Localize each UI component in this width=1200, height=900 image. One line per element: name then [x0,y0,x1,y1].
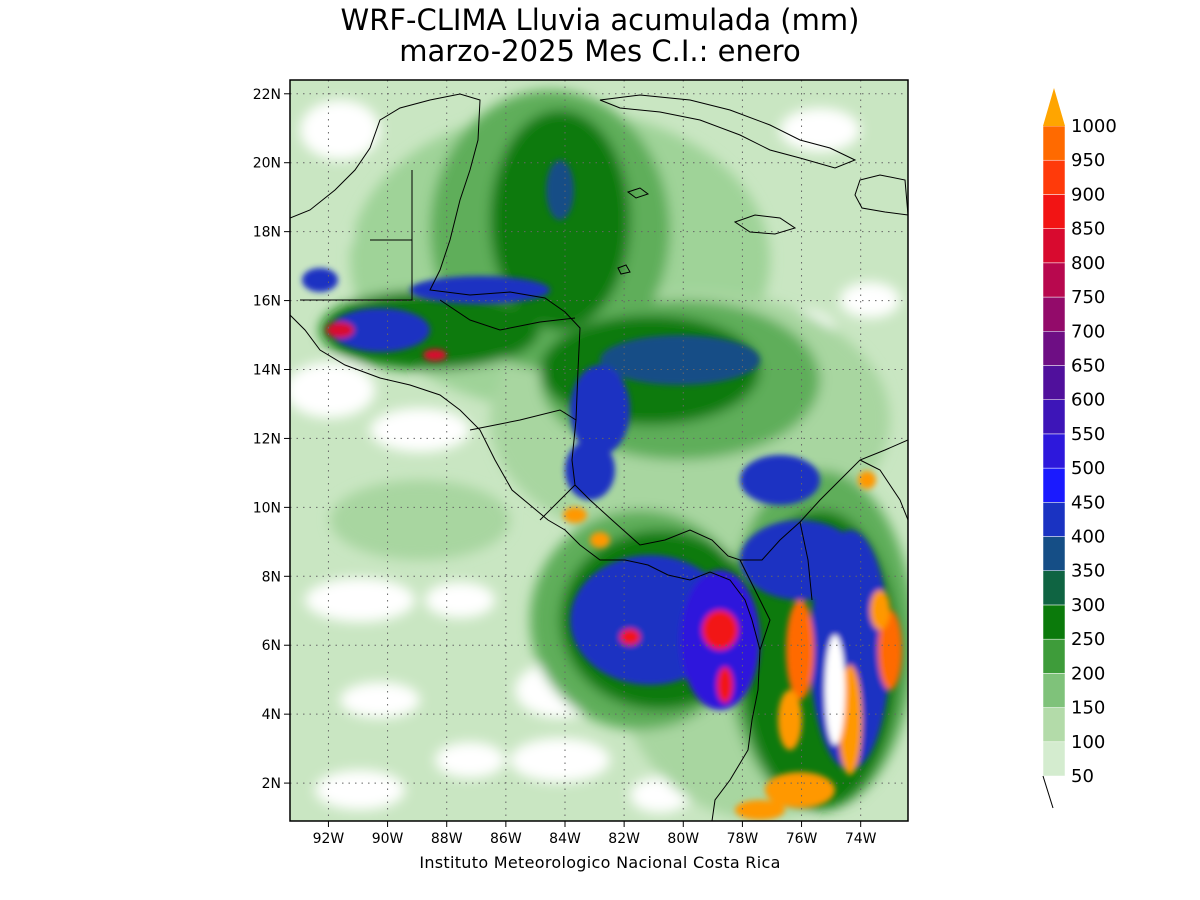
colorbar-label: 250 [1071,629,1105,650]
colorbar-label: 850 [1071,219,1105,240]
lat-tick-label: 18N [253,225,281,241]
colorbar-extend-min [1042,775,1054,809]
colorbar-swatch [1042,331,1066,366]
credit-text: Instituto Meteorologico Nacional Costa R… [419,853,781,872]
map-frame [289,79,909,822]
coastlines [290,93,908,821]
colorbar-swatch [1042,604,1066,640]
colorbar-label: 800 [1071,253,1105,274]
lon-tick-label: 92W [313,831,345,847]
lat-tick-label: 2N [262,776,281,792]
colorbar-swatch [1042,741,1066,777]
colorbar-extend-max [1043,88,1065,126]
colorbar-swatch [1042,159,1066,195]
colorbar-swatch [1042,638,1066,674]
lon-tick-label: 88W [431,831,463,847]
lon-tick-label: 74W [845,831,877,847]
lon-tick-label: 82W [608,831,640,847]
lon-tick-label: 78W [727,831,759,847]
colorbar-label: 900 [1071,184,1105,205]
lat-tick-label: 14N [253,363,281,379]
colorbar-label: 700 [1071,321,1105,342]
colorbar-label: 100 [1071,732,1105,753]
colorbar-swatch [1042,399,1066,435]
lat-tick-label: 22N [253,87,281,103]
colorbar-label: 600 [1071,390,1105,411]
lon-tick-label: 76W [786,831,818,847]
colorbar-swatch [1042,194,1066,229]
colorbar-label: 400 [1071,527,1105,548]
colorbar-label: 1000 [1071,116,1117,137]
colorbar-label: 550 [1071,424,1105,445]
colorbar-swatch [1042,296,1066,332]
lat-tick-label: 4N [262,707,281,723]
colorbar: 50 100 150 200 250 300 350 400 450 500 550 600 650 70… [1042,88,1117,809]
colorbar-swatch [1042,228,1066,264]
colorbar-label: 300 [1071,595,1105,616]
longitude-axis: 92W 90W 88W 86W 84W 82W 80W 78W 76W 74W [313,821,877,847]
lon-tick-label: 84W [549,831,581,847]
lon-tick-label: 86W [490,831,522,847]
map-title-line-1: WRF-CLIMA Lluvia acumulada (mm) [340,3,860,37]
lon-tick-label: 90W [372,831,404,847]
colorbar-label: 500 [1071,458,1105,479]
colorbar-label: 650 [1071,355,1105,376]
colorbar-swatch [1042,125,1066,161]
colorbar-swatch [1042,262,1066,298]
colorbar-swatch [1042,707,1066,743]
lat-tick-label: 16N [253,294,281,310]
lat-tick-label: 10N [253,500,281,516]
colorbar-swatch [1042,365,1066,400]
latitude-axis: 2N 4N 6N 8N 10N 12N 14N 16N 18N 20N 22N [253,87,290,792]
colorbar-swatch [1042,467,1066,503]
lat-tick-label: 6N [262,638,281,654]
colorbar-label: 200 [1071,663,1105,684]
map-title-line-2: marzo-2025 Mes C.I.: enero [399,34,801,68]
colorbar-swatch [1042,536,1066,571]
colorbar-swatch [1042,433,1066,469]
colorbar-label: 350 [1071,561,1105,582]
colorbar-swatch [1042,673,1066,708]
lat-tick-label: 8N [262,569,281,585]
gridlines [290,80,908,821]
lat-tick-label: 20N [253,156,281,172]
lat-tick-label: 12N [253,431,281,447]
colorbar-label: 750 [1071,287,1105,308]
precipitation-field [290,80,908,821]
lon-tick-label: 80W [667,831,699,847]
colorbar-label: 150 [1071,698,1105,719]
colorbar-label: 950 [1071,150,1105,171]
colorbar-swatch [1042,570,1066,606]
colorbar-label: 50 [1071,766,1094,787]
colorbar-swatch [1042,502,1066,537]
colorbar-label: 450 [1071,492,1105,513]
